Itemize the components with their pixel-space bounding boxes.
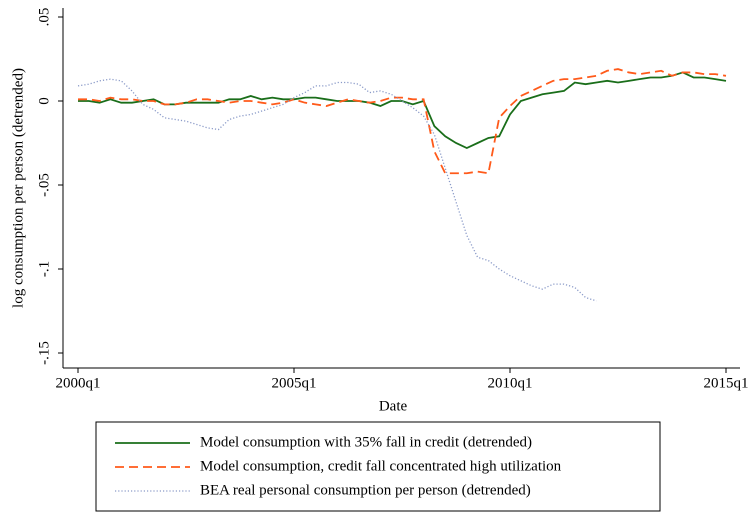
y-tick-label: -.05 xyxy=(36,173,52,197)
legend-box xyxy=(95,421,661,512)
y-tick-label: .05 xyxy=(36,8,52,27)
x-axis-title: Date xyxy=(379,398,408,414)
legend-label: BEA real personal consumption per person… xyxy=(200,482,531,498)
y-tick-label: -.1 xyxy=(36,261,52,277)
y-tick-label: -.15 xyxy=(36,341,52,365)
legend-label: Model consumption with 35% fall in credi… xyxy=(200,434,532,450)
x-tick-label: 2010q1 xyxy=(488,375,533,391)
series-line xyxy=(78,71,727,150)
series-line xyxy=(77,78,597,302)
x-tick-label: 2015q1 xyxy=(704,375,749,391)
legend-label: Model consumption, credit fall concentra… xyxy=(200,458,562,474)
y-axis-title: log consumption per person (detrended) xyxy=(10,68,26,308)
y-tick-label: 0 xyxy=(36,97,52,105)
series-line xyxy=(78,68,727,175)
x-tick-label: 2000q1 xyxy=(56,375,101,391)
x-tick-label: 2005q1 xyxy=(272,375,317,391)
